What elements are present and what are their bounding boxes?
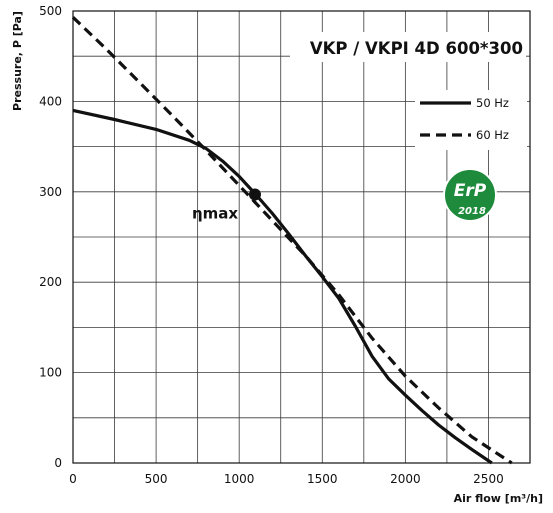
y-tick-label: 0 <box>54 456 62 470</box>
legend-label: 50 Hz <box>476 96 509 110</box>
erp-2018-badge: ErP 2018 <box>443 168 497 222</box>
eta-max-point <box>248 188 261 201</box>
legend-background <box>415 90 527 150</box>
y-axis-label: Pressure, P [Pa] <box>11 11 24 111</box>
y-tick-label: 100 <box>39 366 62 380</box>
legend: 50 Hz 60 Hz <box>415 90 527 150</box>
plot-frame <box>72 10 531 464</box>
y-tick-label: 200 <box>39 275 62 289</box>
x-tick-label: 0 <box>69 472 77 486</box>
x-tick-label: 2000 <box>390 472 421 486</box>
eta-max-label: ηmax <box>192 205 238 223</box>
series-line-60-hz <box>71 16 513 465</box>
erp-badge-year: 2018 <box>458 206 486 217</box>
title-box <box>290 32 526 62</box>
series-layer <box>71 16 513 465</box>
series-line-50-hz <box>72 108 493 465</box>
erp-badge-circle <box>443 168 497 222</box>
legend-label: 60 Hz <box>476 128 509 142</box>
x-tick-label: 1500 <box>307 472 338 486</box>
axes <box>72 10 531 464</box>
y-tick-label: 400 <box>39 94 62 108</box>
x-axis-label: Air flow [m³/h] <box>454 492 543 505</box>
grid <box>73 11 530 463</box>
chart-title: VKP / VKPI 4D 600*300 <box>310 39 523 58</box>
annotations: ηmax <box>192 188 261 223</box>
x-tick-label: 2500 <box>473 472 504 486</box>
x-tick-label: 500 <box>145 472 168 486</box>
y-tick-label: 300 <box>39 185 62 199</box>
y-tick-label: 500 <box>39 4 62 18</box>
erp-badge-label: ErP <box>454 181 487 201</box>
x-tick-label: 1000 <box>224 472 255 486</box>
tick-labels: 0 500 1000 1500 2000 2500 0 100 200 300 400 500 <box>39 4 504 486</box>
